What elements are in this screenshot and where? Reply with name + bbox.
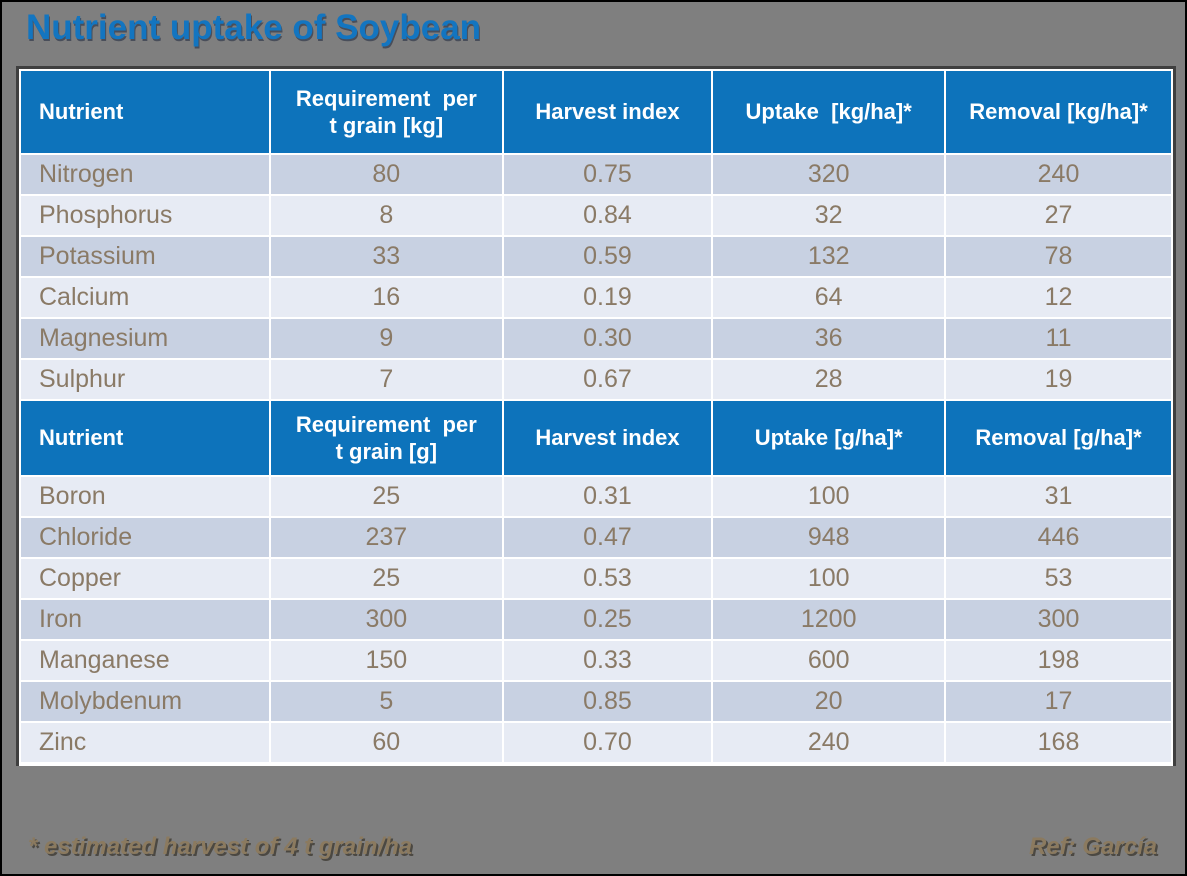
- table-row: Magnesium 9 0.30 36 11: [19, 317, 1173, 360]
- value-cell: 36: [711, 317, 947, 360]
- value-cell: 0.70: [501, 721, 714, 764]
- nutrient-name-cell: Iron: [19, 598, 271, 641]
- value-cell: 0.31: [501, 475, 714, 518]
- value-cell: 27: [944, 194, 1173, 237]
- page-title: Nutrient uptake of Soybean: [26, 8, 482, 47]
- table-row: Phosphorus 8 0.84 32 27: [19, 194, 1173, 237]
- header-cell: Harvest index: [501, 69, 714, 155]
- value-cell: 60: [268, 721, 504, 764]
- value-cell: 64: [711, 276, 947, 319]
- header-cell: Harvest index: [501, 399, 714, 477]
- value-cell: 240: [944, 153, 1173, 196]
- table-row: Potassium 33 0.59 132 78: [19, 235, 1173, 278]
- value-cell: 5: [268, 680, 504, 723]
- value-cell: 100: [711, 557, 947, 600]
- value-cell: 17: [944, 680, 1173, 723]
- value-cell: 0.47: [501, 516, 714, 559]
- header-cell: Uptake [kg/ha]*: [711, 69, 947, 155]
- nutrient-name-cell: Manganese: [19, 639, 271, 682]
- value-cell: 1200: [711, 598, 947, 641]
- nutrient-table-frame: Nutrient Requirement per t grain [kg] Harv…: [16, 66, 1176, 766]
- value-cell: 0.30: [501, 317, 714, 360]
- value-cell: 0.59: [501, 235, 714, 278]
- value-cell: 0.25: [501, 598, 714, 641]
- nutrient-name-cell: Calcium: [19, 276, 271, 319]
- nutrient-name-cell: Molybdenum: [19, 680, 271, 723]
- value-cell: 25: [268, 557, 504, 600]
- header-cell: Removal [kg/ha]*: [944, 69, 1173, 155]
- nutrient-name-cell: Magnesium: [19, 317, 271, 360]
- value-cell: 11: [944, 317, 1173, 360]
- table-row: Copper 25 0.53 100 53: [19, 557, 1173, 600]
- value-cell: 150: [268, 639, 504, 682]
- value-cell: 78: [944, 235, 1173, 278]
- value-cell: 16: [268, 276, 504, 319]
- value-cell: 237: [268, 516, 504, 559]
- value-cell: 31: [944, 475, 1173, 518]
- header-cell: Requirement per t grain [g]: [268, 399, 504, 477]
- table-row: Chloride 237 0.47 948 446: [19, 516, 1173, 559]
- value-cell: 20: [711, 680, 947, 723]
- value-cell: 8: [268, 194, 504, 237]
- value-cell: 168: [944, 721, 1173, 764]
- nutrient-name-cell: Nitrogen: [19, 153, 271, 196]
- value-cell: 0.75: [501, 153, 714, 196]
- value-cell: 12: [944, 276, 1173, 319]
- value-cell: 948: [711, 516, 947, 559]
- table-row: Nitrogen 80 0.75 320 240: [19, 153, 1173, 196]
- value-cell: 132: [711, 235, 947, 278]
- value-cell: 320: [711, 153, 947, 196]
- footnote: * estimated harvest of 4 t grain/ha: [28, 833, 413, 860]
- value-cell: 53: [944, 557, 1173, 600]
- value-cell: 300: [944, 598, 1173, 641]
- nutrient-name-cell: Boron: [19, 475, 271, 518]
- value-cell: 300: [268, 598, 504, 641]
- value-cell: 28: [711, 358, 947, 401]
- value-cell: 0.53: [501, 557, 714, 600]
- value-cell: 9: [268, 317, 504, 360]
- header-cell: Requirement per t grain [kg]: [268, 69, 504, 155]
- value-cell: 25: [268, 475, 504, 518]
- value-cell: 0.84: [501, 194, 714, 237]
- value-cell: 0.19: [501, 276, 714, 319]
- value-cell: 0.67: [501, 358, 714, 401]
- value-cell: 100: [711, 475, 947, 518]
- value-cell: 32: [711, 194, 947, 237]
- table-row: Molybdenum 5 0.85 20 17: [19, 680, 1173, 723]
- value-cell: 19: [944, 358, 1173, 401]
- value-cell: 0.85: [501, 680, 714, 723]
- table-row: Calcium 16 0.19 64 12: [19, 276, 1173, 319]
- value-cell: 198: [944, 639, 1173, 682]
- nutrient-name-cell: Zinc: [19, 721, 271, 764]
- table-row: Zinc 60 0.70 240 168: [19, 721, 1173, 764]
- value-cell: 0.33: [501, 639, 714, 682]
- value-cell: 600: [711, 639, 947, 682]
- table-header-row: Nutrient Requirement per t grain [kg] Harv…: [19, 69, 1173, 155]
- value-cell: 7: [268, 358, 504, 401]
- header-cell: Nutrient: [19, 399, 271, 477]
- value-cell: 240: [711, 721, 947, 764]
- value-cell: 446: [944, 516, 1173, 559]
- header-cell: Uptake [g/ha]*: [711, 399, 947, 477]
- table-row: Boron 25 0.31 100 31: [19, 475, 1173, 518]
- nutrient-name-cell: Potassium: [19, 235, 271, 278]
- header-cell: Nutrient: [19, 69, 271, 155]
- table-row: Sulphur 7 0.67 28 19: [19, 358, 1173, 401]
- reference: Ref: García: [1028, 833, 1157, 860]
- table-row: Manganese 150 0.33 600 198: [19, 639, 1173, 682]
- nutrient-name-cell: Sulphur: [19, 358, 271, 401]
- nutrient-name-cell: Copper: [19, 557, 271, 600]
- value-cell: 80: [268, 153, 504, 196]
- nutrient-name-cell: Chloride: [19, 516, 271, 559]
- nutrient-name-cell: Phosphorus: [19, 194, 271, 237]
- nutrient-table: Nutrient Requirement per t grain [kg] Harv…: [19, 69, 1173, 764]
- table-row: Iron 300 0.25 1200 300: [19, 598, 1173, 641]
- header-cell: Removal [g/ha]*: [944, 399, 1173, 477]
- value-cell: 33: [268, 235, 504, 278]
- table-header-row: Nutrient Requirement per t grain [g] Harve…: [19, 399, 1173, 477]
